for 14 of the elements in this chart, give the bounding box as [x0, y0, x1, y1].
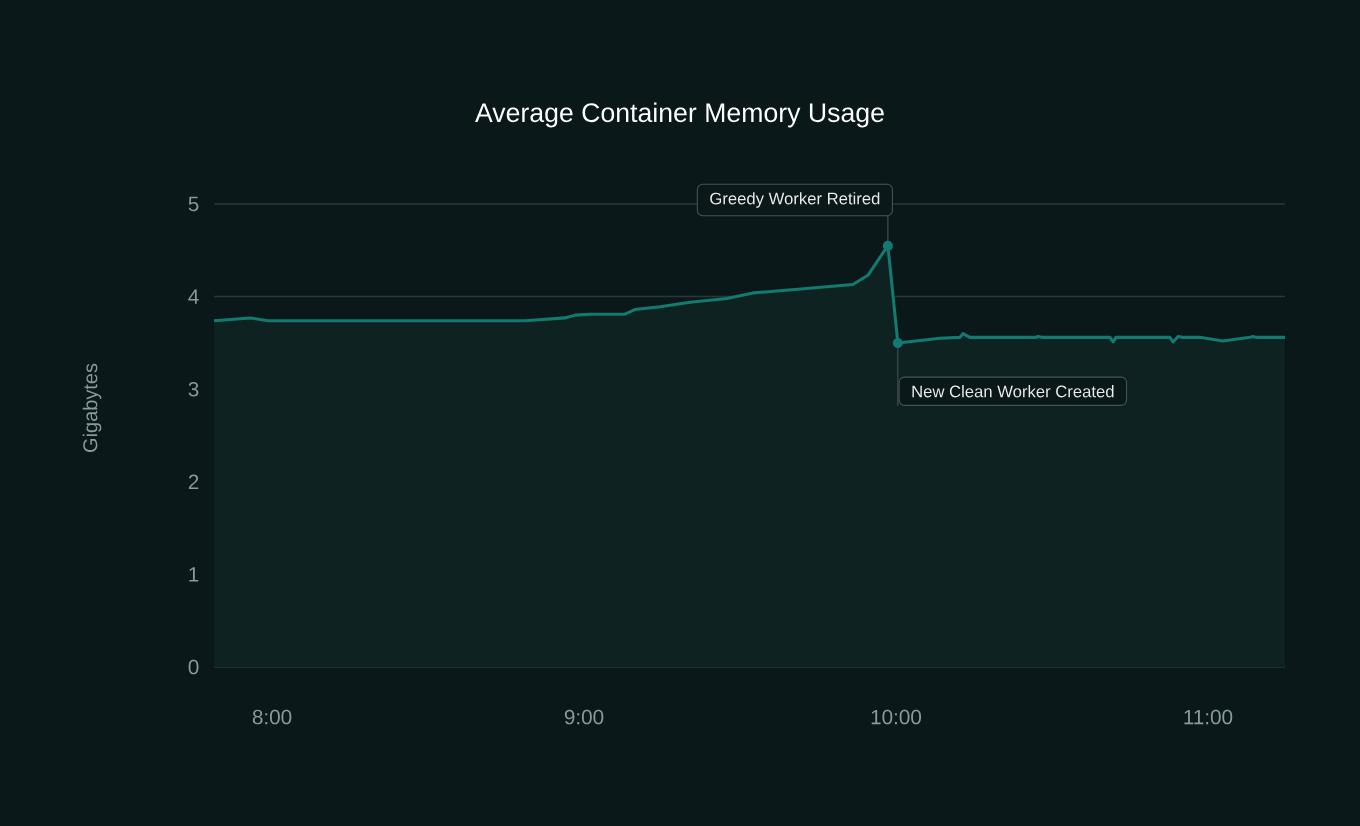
x-tick-label: 8:00 [252, 709, 292, 725]
y-tick-label: 3 [188, 381, 199, 397]
chart-title: Average Container Memory Usage [475, 102, 884, 128]
x-tick-label: 10:00 [871, 709, 922, 725]
y-tick-label: 5 [188, 196, 199, 212]
y-tick-label: 0 [188, 659, 199, 675]
y-tick-label: 1 [189, 567, 199, 582]
x-tick-label: 9:00 [564, 709, 604, 725]
annotation: Greedy Worker Retired [710, 192, 880, 208]
y-tick-label: 4 [188, 289, 199, 304]
y-tick-label: 2 [188, 474, 199, 490]
y-axis-title: Gigabytes [82, 363, 102, 453]
annotation: New Clean Worker Created [912, 385, 1114, 398]
x-tick-label: 11:00 [1184, 709, 1233, 725]
